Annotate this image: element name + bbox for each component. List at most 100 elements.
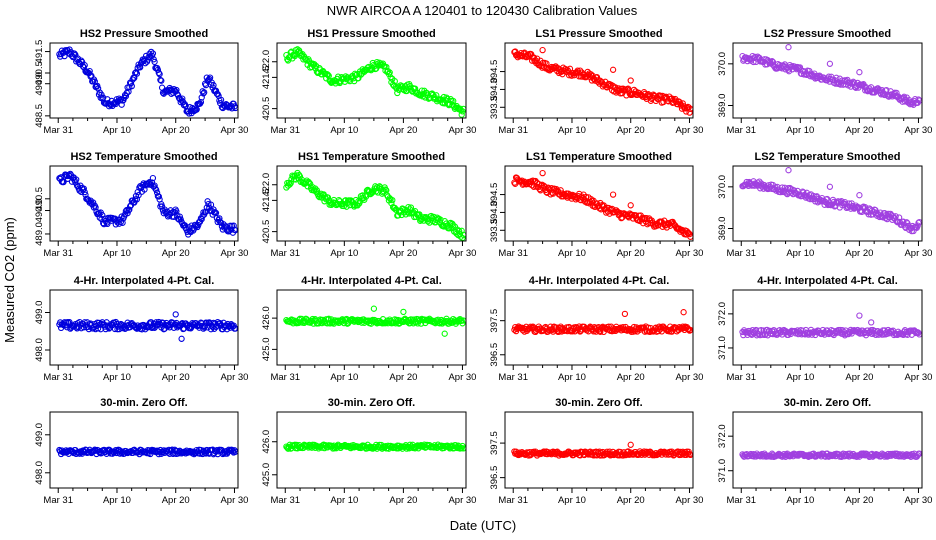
x-tick-label: Apr 20 [617, 495, 645, 506]
data-point [201, 89, 208, 96]
x-tick-label: Apr 10 [558, 125, 586, 136]
panel-ls2-r0: LS2 Pressure Smoothed Mar 31 Apr 10 Apr 20 A… [717, 28, 932, 136]
data-point [915, 219, 922, 226]
outlier-point [785, 167, 792, 174]
data-point [200, 90, 207, 97]
data-point [203, 204, 210, 211]
panel-ls1-r2: 4-Hr. Interpolated 4-Pt. Cal. Mar 31 Apr 1… [489, 275, 703, 383]
data-point [679, 323, 686, 330]
x-tick-label: Apr 10 [558, 372, 586, 383]
data-point [80, 185, 87, 192]
data-point [391, 78, 398, 85]
data-point [93, 83, 100, 90]
data-point [384, 67, 392, 75]
plot-frame [276, 165, 467, 242]
plot-frame [504, 42, 694, 119]
x-tick-label: Apr 20 [162, 372, 190, 383]
x-tick-label: Mar 31 [270, 248, 300, 259]
data-points [739, 167, 923, 235]
outlier-point [856, 69, 863, 76]
data-point [839, 326, 846, 334]
data-point [784, 190, 791, 198]
plot-frame [504, 289, 694, 366]
panel-hs1-r0: HS1 Pressure Smoothed Mar 31 Apr 10 Apr 20 A… [261, 28, 476, 136]
x-tick-label: Apr 30 [220, 125, 248, 136]
y-tick-label: 420.5 [261, 220, 272, 244]
outlier-point [539, 169, 546, 177]
data-point [361, 196, 368, 203]
y-axis-label: Measured CO2 (ppm) [2, 217, 17, 343]
x-tick-label: Apr 10 [786, 125, 814, 136]
plot-frame [504, 165, 694, 242]
data-point [135, 191, 142, 199]
data-point [871, 327, 878, 335]
data-point [557, 187, 564, 194]
x-tick-label: Mar 31 [498, 125, 528, 136]
x-tick-label: Apr 30 [448, 372, 476, 383]
x-tick-label: Apr 20 [617, 248, 645, 259]
x-tick-label: Apr 10 [786, 495, 814, 506]
y-tick-label: 369.0 [717, 217, 728, 241]
data-point [459, 320, 466, 327]
data-points [56, 46, 239, 117]
data-point [204, 198, 211, 205]
data-point [128, 82, 135, 90]
outlier-point [826, 60, 834, 67]
data-point [589, 72, 596, 80]
data-points [739, 44, 923, 108]
plot-frame [732, 42, 923, 119]
data-point [189, 319, 196, 327]
y-tick-label: 422.0 [261, 50, 272, 74]
x-tick-label: Apr 30 [675, 248, 703, 259]
figure-title: NWR AIRCOA A 120401 to 120430 Calibratio… [327, 3, 638, 18]
x-tick-label: Apr 10 [786, 248, 814, 259]
data-point [127, 80, 135, 87]
data-points [511, 46, 694, 116]
data-point [324, 194, 332, 201]
data-point [312, 185, 319, 192]
data-point [149, 50, 157, 57]
data-point [903, 219, 910, 226]
data-points [283, 169, 467, 242]
data-point [149, 174, 157, 182]
data-points [283, 46, 467, 118]
data-point [81, 62, 88, 69]
x-tick-label: Mar 31 [43, 495, 73, 506]
data-point [686, 109, 693, 116]
x-tick-label: Mar 31 [270, 125, 300, 136]
data-point [823, 195, 831, 203]
x-tick-label: Apr 10 [330, 125, 358, 136]
panel-title: 30-min. Zero Off. [328, 397, 415, 409]
data-point [416, 211, 423, 218]
plot-frame [732, 411, 923, 489]
data-point [389, 196, 396, 204]
panel-hs2-r0: HS2 Pressure Smoothed Mar 31 Apr 10 Apr 20 A… [34, 28, 248, 136]
data-point [207, 201, 215, 208]
data-point [862, 204, 869, 211]
x-tick-label: Mar 31 [726, 125, 756, 136]
panel-title: 4-Hr. Interpolated 4-Pt. Cal. [529, 275, 670, 287]
data-points [56, 170, 239, 238]
x-tick-label: Apr 30 [448, 248, 476, 259]
data-points [511, 169, 694, 240]
data-point [176, 95, 183, 103]
y-tick-label: 490.5 [34, 187, 45, 211]
panel-title: 4-Hr. Interpolated 4-Pt. Cal. [301, 275, 442, 287]
x-axis-label: Date (UTC) [450, 518, 516, 533]
y-tick-label: 369.0 [717, 94, 728, 118]
y-tick-label: 491.5 [34, 40, 45, 64]
data-point [686, 230, 693, 238]
x-tick-label: Apr 10 [558, 248, 586, 259]
panel-ls2-r3: 30-min. Zero Off. Mar 31 Apr 10 Apr 20 Apr 3… [717, 397, 932, 506]
y-tick-label: 370.0 [717, 52, 728, 76]
data-point [884, 210, 892, 218]
data-point [877, 209, 884, 216]
y-tick-label: 370.0 [717, 175, 728, 199]
x-tick-label: Apr 10 [103, 495, 131, 506]
data-point [782, 66, 789, 73]
y-tick-label: 394.0 [489, 78, 500, 102]
x-tick-label: Apr 20 [389, 125, 417, 136]
x-tick-label: Apr 10 [103, 372, 131, 383]
y-tick-label: 421.5 [261, 188, 272, 212]
